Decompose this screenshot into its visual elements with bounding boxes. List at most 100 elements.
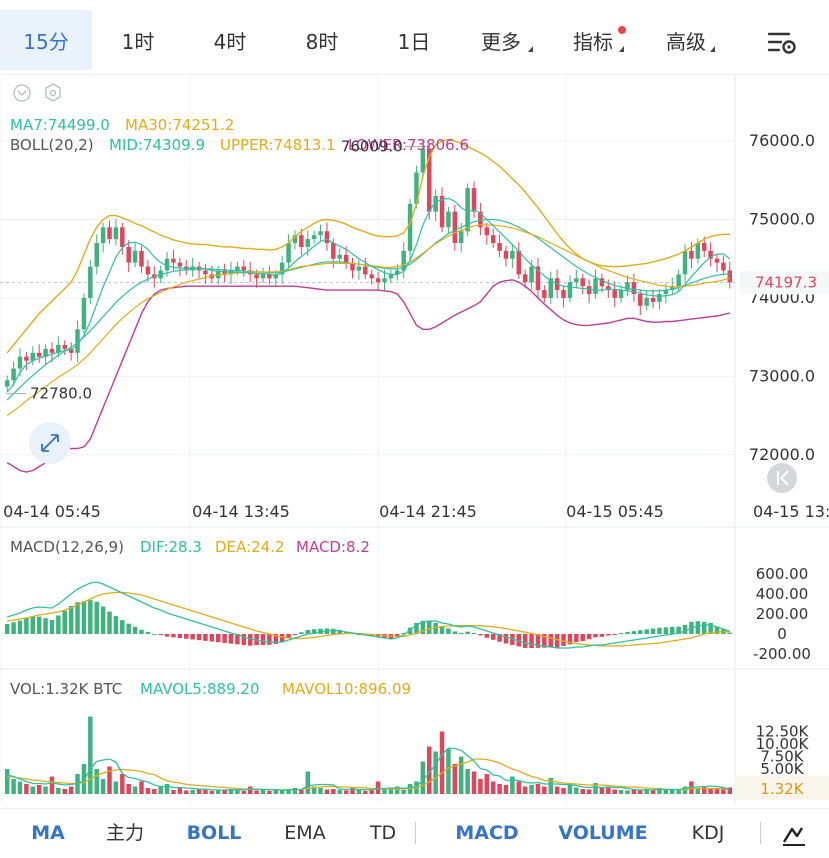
macd-bar <box>497 634 502 642</box>
volume-bar <box>484 774 490 794</box>
volume-y-tick: 12.50K <box>756 723 810 741</box>
volume-bar <box>17 781 23 794</box>
time-label: 04-14 13:45 <box>192 502 290 521</box>
volume-bar <box>11 779 16 794</box>
candle-body <box>215 270 221 279</box>
kline-chart[interactable]: MA7:74499.0 MA30:74251.2 BOLL(20,2) MID:… <box>0 74 829 808</box>
candle-body <box>324 231 330 244</box>
macd-bar <box>401 632 406 634</box>
collapse-icon[interactable] <box>13 84 31 102</box>
volume-bar <box>369 790 374 794</box>
candle-body <box>522 274 528 283</box>
volume-bar <box>433 751 438 794</box>
tab-indicators[interactable]: 指标 <box>573 30 613 54</box>
settings-icon[interactable] <box>45 83 61 102</box>
legend-boll: BOLL(20,2) <box>10 136 94 154</box>
macd-bar <box>36 616 42 634</box>
volume-bar <box>88 716 93 794</box>
tab-more[interactable]: 更多 <box>481 30 521 54</box>
indicator-main-force[interactable]: 主力 <box>105 822 144 844</box>
volume-bar <box>324 789 330 794</box>
macd-bar <box>503 634 509 644</box>
macd-bar <box>184 634 189 639</box>
volume-y-tick: 10.00K <box>756 735 810 753</box>
dif-line <box>7 581 731 649</box>
volume-bar <box>107 766 112 794</box>
volume-bar <box>554 786 560 794</box>
candle-body <box>305 239 310 247</box>
volume-bar <box>631 789 637 794</box>
volume-bar <box>439 731 445 794</box>
indicator-macd[interactable]: MACD <box>455 822 519 844</box>
volume-bar <box>203 789 208 794</box>
candle-body <box>561 290 566 298</box>
candle-body <box>490 235 496 244</box>
volume-bar <box>318 788 323 794</box>
draw-tool-icon[interactable] <box>780 821 808 847</box>
time-axis: 04-14 05:45 04-14 13:45 04-14 21:45 04-1… <box>3 502 829 521</box>
macd-bar <box>414 622 419 634</box>
candle-body <box>311 235 317 240</box>
candle-body <box>529 266 534 283</box>
macd-bar <box>113 616 119 634</box>
macd-bar <box>337 629 342 634</box>
candle-body <box>676 274 681 287</box>
tab-1d[interactable]: 1日 <box>397 30 431 54</box>
indicator-ema[interactable]: EMA <box>284 822 326 844</box>
macd-bar <box>132 626 138 634</box>
macd-bar <box>171 634 176 638</box>
macd-bar <box>561 634 566 646</box>
volume-bar <box>36 785 42 794</box>
volume-bar <box>382 788 387 794</box>
macd-bar <box>267 634 272 645</box>
macd-bar <box>478 634 483 636</box>
indicator-ma[interactable]: MA <box>31 822 65 844</box>
candle-body <box>567 282 573 298</box>
macd-bar <box>727 632 733 634</box>
macd-bar <box>612 634 617 635</box>
volume-bar <box>446 749 451 794</box>
mavol10-line <box>7 758 730 791</box>
settings-toggle-icon[interactable] <box>765 28 799 58</box>
candle-body <box>593 278 598 294</box>
macd-y-axis: 600.00 400.00 200.00 0 -200.00 <box>753 565 811 663</box>
advanced-dropdown-icon <box>710 46 715 52</box>
candle-body <box>586 286 592 294</box>
candle-body <box>145 266 151 275</box>
volume-bar <box>497 784 502 794</box>
macd-bar <box>24 617 29 634</box>
indicator-td[interactable]: TD <box>369 822 397 844</box>
candle-body <box>203 270 208 275</box>
volume-bar <box>714 788 720 794</box>
macd-bar <box>452 631 458 634</box>
volume-bar <box>522 786 528 794</box>
tab-advanced[interactable]: 高级 <box>666 30 706 54</box>
macd-bar <box>599 634 605 637</box>
candle-body <box>657 294 662 302</box>
candle-body <box>689 250 694 259</box>
tab-8h[interactable]: 8时 <box>305 30 339 54</box>
candle-body <box>701 243 707 251</box>
candle-body <box>503 250 509 259</box>
macd-bar <box>247 634 253 646</box>
candle-body <box>497 243 502 251</box>
volume-bar <box>247 786 253 794</box>
macd-bar <box>631 631 637 634</box>
tab-4h[interactable]: 4时 <box>213 30 247 54</box>
volume-bar <box>177 788 183 794</box>
volume-bar <box>657 788 662 794</box>
volume-bar <box>331 789 336 794</box>
candle-body <box>516 250 522 275</box>
indicator-volume[interactable]: VOLUME <box>558 822 648 844</box>
y-tick-label: 73000.0 <box>749 366 815 385</box>
indicator-bar: MA 主力 BOLL EMA TD MACD VOLUME KDJ <box>0 808 829 858</box>
candle-body <box>241 266 247 271</box>
macd-y-tick: 0 <box>777 625 787 643</box>
tab-1h[interactable]: 1时 <box>121 30 155 54</box>
indicator-kdj[interactable]: KDJ <box>691 822 725 844</box>
indicator-boll[interactable]: BOLL <box>186 822 242 844</box>
macd-bar <box>190 634 195 640</box>
tab-15m[interactable]: 15分 <box>0 10 92 70</box>
